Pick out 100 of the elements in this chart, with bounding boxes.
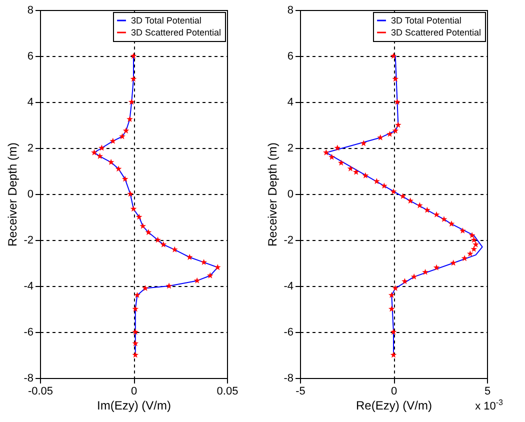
point	[380, 182, 388, 189]
x-tick-label: 0	[390, 386, 398, 398]
x-tick-label: 0	[130, 386, 138, 398]
legend-label: 3D Scattered Potential	[391, 28, 482, 38]
x-tick-label: -5	[296, 386, 306, 398]
point	[390, 188, 397, 194]
point	[377, 134, 384, 140]
point	[392, 284, 399, 292]
y-tick-label: 8	[27, 4, 34, 16]
point	[127, 190, 134, 197]
point	[91, 149, 98, 156]
y-tick-label: -6	[24, 326, 34, 338]
point	[142, 284, 148, 292]
point	[136, 214, 142, 220]
y-tick-label: -4	[284, 280, 294, 292]
point	[130, 52, 137, 59]
legend-label: 3D Total Potential	[131, 16, 202, 26]
point	[352, 168, 360, 175]
point	[110, 138, 116, 144]
y-tick-label: -8	[284, 372, 294, 384]
point	[206, 272, 214, 278]
point	[108, 158, 114, 165]
point	[448, 220, 455, 227]
x-axis-title: Re(Ezy) (V/m)	[356, 398, 432, 412]
point	[362, 172, 369, 178]
y-tick-label: 6	[287, 50, 294, 62]
point	[450, 260, 457, 266]
point	[460, 227, 466, 234]
point	[122, 176, 128, 182]
point	[115, 166, 122, 172]
point	[392, 76, 399, 82]
point	[126, 116, 133, 122]
point	[338, 160, 344, 166]
point	[119, 133, 126, 140]
point	[410, 273, 418, 280]
point	[390, 352, 397, 358]
y-tick-label: 0	[27, 188, 34, 200]
point	[134, 292, 140, 298]
point	[98, 144, 105, 151]
point	[440, 216, 448, 222]
y-tick-label: 2	[27, 142, 34, 154]
point	[388, 306, 395, 312]
point	[407, 198, 414, 204]
point	[394, 122, 402, 128]
point	[132, 328, 139, 335]
y-tick-label: 4	[27, 96, 34, 108]
point	[171, 246, 178, 252]
point	[328, 154, 335, 160]
point	[424, 206, 430, 213]
point	[130, 206, 137, 212]
point	[470, 236, 478, 243]
y-tick-label: -8	[24, 372, 34, 384]
point	[388, 292, 395, 298]
point	[186, 254, 193, 260]
point	[194, 277, 200, 284]
point	[461, 255, 468, 262]
point	[416, 202, 423, 208]
point	[322, 149, 330, 156]
x-axis-title: Im(Ezy) (V/m)	[97, 398, 171, 412]
y-tick-label: 2	[287, 142, 294, 154]
x-tick-label: -0.05	[28, 386, 54, 398]
point	[334, 144, 341, 151]
y-tick-label: -6	[284, 326, 294, 338]
point	[400, 192, 406, 200]
y-tick-label: 0	[287, 188, 294, 200]
y-tick-label: 8	[287, 4, 294, 16]
point	[433, 264, 440, 270]
point	[214, 264, 221, 270]
point	[422, 268, 428, 275]
point	[128, 98, 135, 105]
point	[166, 282, 172, 289]
point	[154, 236, 161, 243]
point	[140, 222, 146, 229]
y-axis-title: Receiver Depth (m)	[266, 142, 280, 247]
point	[347, 165, 354, 172]
point	[386, 130, 393, 137]
x-tick-label: 0.05	[216, 386, 238, 398]
point	[122, 127, 130, 134]
point	[390, 52, 397, 59]
point	[392, 127, 399, 134]
point	[466, 250, 474, 257]
point	[132, 306, 139, 312]
legend-label: 3D Scattered Potential	[131, 28, 222, 38]
text: x 10$^{-3}$	[475, 398, 503, 413]
point	[160, 241, 167, 248]
y-tick-label: -4	[24, 280, 34, 292]
point	[472, 241, 479, 248]
point	[132, 352, 139, 358]
x-tick-label: 5	[484, 386, 491, 398]
point	[130, 76, 137, 82]
y-tick-label: -2	[24, 234, 34, 246]
legend-label: 3D Total Potential	[391, 16, 462, 26]
y-tick-label: -2	[284, 234, 294, 246]
point	[145, 229, 152, 236]
point	[433, 211, 440, 218]
point	[96, 152, 104, 159]
point	[402, 278, 408, 284]
point	[470, 246, 478, 252]
point	[360, 140, 367, 146]
y-tick-label: 6	[27, 50, 34, 62]
